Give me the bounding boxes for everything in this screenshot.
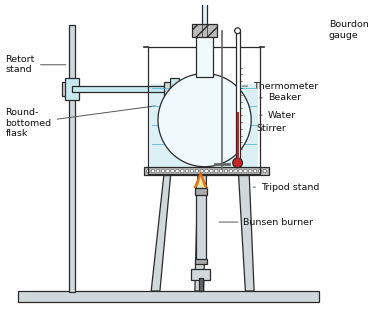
Circle shape <box>176 169 179 173</box>
Bar <box>71 86 169 92</box>
Text: Tripod stand: Tripod stand <box>253 183 319 192</box>
Circle shape <box>253 169 257 173</box>
Bar <box>196 31 213 77</box>
Circle shape <box>244 169 247 173</box>
Polygon shape <box>195 176 206 291</box>
Text: Round-
bottomed
flask: Round- bottomed flask <box>6 106 155 138</box>
Circle shape <box>233 158 243 168</box>
Circle shape <box>210 169 213 173</box>
Polygon shape <box>151 176 171 291</box>
Text: Water: Water <box>260 111 296 120</box>
Bar <box>164 82 177 96</box>
Circle shape <box>180 169 184 173</box>
Bar <box>196 183 206 261</box>
Bar <box>144 167 269 176</box>
Circle shape <box>156 169 160 173</box>
Bar <box>199 279 203 291</box>
Text: Thermometer: Thermometer <box>242 82 318 91</box>
Bar <box>65 78 79 100</box>
Circle shape <box>166 169 170 173</box>
Circle shape <box>214 169 218 173</box>
Circle shape <box>258 169 262 173</box>
Bar <box>148 47 260 174</box>
Circle shape <box>229 169 232 173</box>
Circle shape <box>195 169 199 173</box>
Bar <box>236 31 240 161</box>
Circle shape <box>200 169 203 173</box>
Bar <box>170 78 179 100</box>
Circle shape <box>147 169 150 173</box>
Text: Retort
stand: Retort stand <box>6 55 66 74</box>
Circle shape <box>171 169 174 173</box>
Bar <box>195 259 206 264</box>
Bar <box>191 269 211 280</box>
Bar <box>150 84 258 171</box>
Bar <box>237 112 238 161</box>
Text: Beaker: Beaker <box>260 93 301 102</box>
Polygon shape <box>194 171 208 188</box>
Circle shape <box>158 73 251 167</box>
Text: Stirrer: Stirrer <box>232 124 286 133</box>
Polygon shape <box>197 176 205 188</box>
Circle shape <box>239 169 242 173</box>
Circle shape <box>224 169 228 173</box>
Bar <box>62 82 71 96</box>
Bar <box>192 24 217 37</box>
Bar <box>18 291 319 302</box>
Bar <box>69 25 76 292</box>
Circle shape <box>190 169 194 173</box>
Bar <box>202 3 208 24</box>
Circle shape <box>235 28 241 34</box>
Circle shape <box>185 169 189 173</box>
Polygon shape <box>205 0 226 3</box>
Circle shape <box>219 169 223 173</box>
Text: Bourdon
gauge: Bourdon gauge <box>329 20 368 40</box>
Circle shape <box>263 169 267 173</box>
Circle shape <box>249 169 252 173</box>
Circle shape <box>205 169 208 173</box>
Circle shape <box>152 169 155 173</box>
Polygon shape <box>238 176 254 291</box>
Circle shape <box>161 169 165 173</box>
Bar <box>195 188 206 195</box>
Circle shape <box>234 169 237 173</box>
Text: Bunsen burner: Bunsen burner <box>219 218 314 226</box>
